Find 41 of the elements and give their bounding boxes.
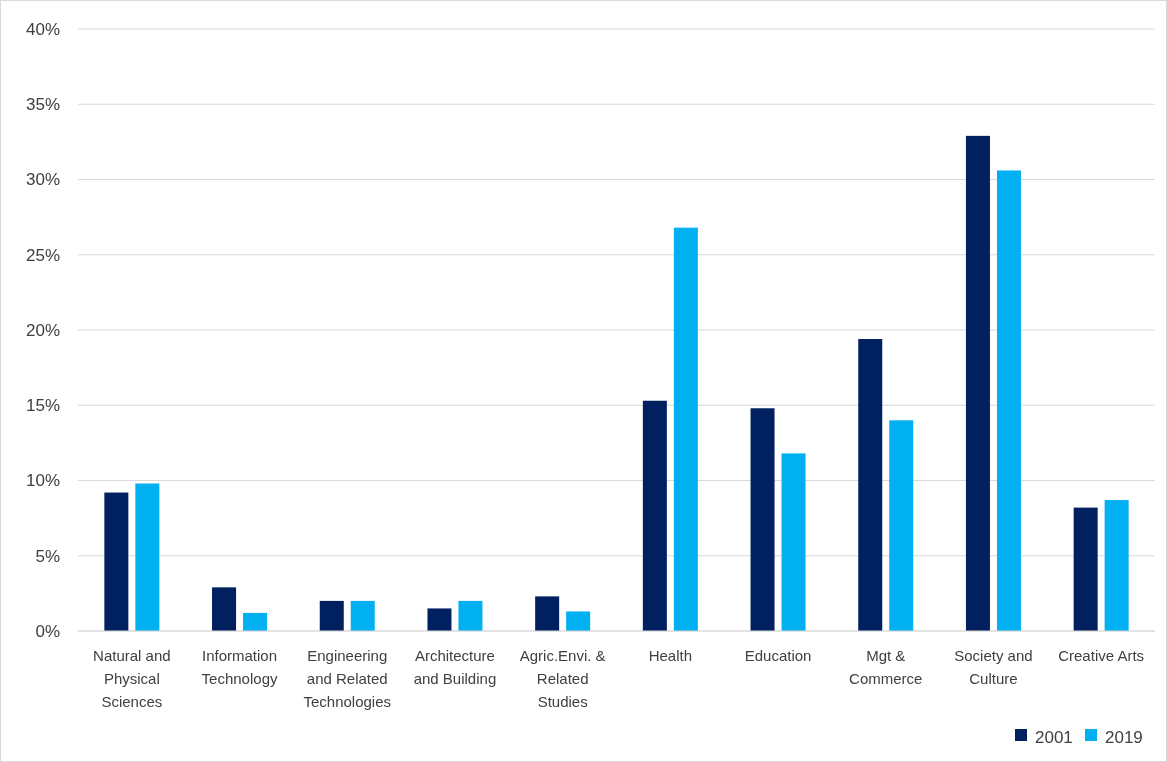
bar <box>212 587 237 631</box>
bar <box>243 612 268 631</box>
bar <box>1104 500 1129 631</box>
bar <box>104 492 129 631</box>
bar <box>350 600 375 631</box>
x-tick-label: Information Technology <box>201 647 278 687</box>
x-tick-label: Education <box>744 647 812 664</box>
bar <box>889 420 914 631</box>
y-tick-label: 10% <box>25 471 60 491</box>
bar <box>965 135 990 631</box>
x-tick-label: Agric.Envi. & Related Studies <box>519 647 606 710</box>
bar <box>319 600 344 631</box>
bar <box>135 483 160 631</box>
y-tick-label: 0% <box>35 621 60 641</box>
x-tick-label: Creative Arts <box>1058 647 1145 664</box>
bar <box>427 608 452 631</box>
legend-label: 2001 <box>1035 727 1073 747</box>
x-tick-label: Architecture and Building <box>413 647 497 687</box>
bar <box>1073 507 1098 631</box>
bar <box>458 600 483 631</box>
x-tick-label: Health <box>648 647 693 664</box>
bar <box>535 596 560 631</box>
y-tick-label: 15% <box>25 396 60 416</box>
y-tick-label: 5% <box>35 546 60 566</box>
bar <box>858 339 883 631</box>
x-tick-label: Mgt & Commerce <box>849 647 923 687</box>
y-tick-label: 40% <box>25 19 60 39</box>
x-tick-label: Society and Culture <box>954 647 1033 687</box>
bar <box>781 453 806 631</box>
bar <box>750 408 775 631</box>
x-tick-label: Natural and Physical Sciences <box>93 647 171 710</box>
x-tick-label: Engineering and Related Technologies <box>303 647 392 710</box>
y-tick-label: 20% <box>25 320 60 340</box>
legend-label: 2019 <box>1105 727 1143 747</box>
bar <box>996 170 1021 631</box>
bar <box>566 611 591 631</box>
y-tick-label: 35% <box>25 95 60 115</box>
y-tick-label: 30% <box>25 170 60 190</box>
bar <box>673 227 698 631</box>
bar <box>642 400 667 631</box>
y-tick-label: 25% <box>25 245 60 265</box>
